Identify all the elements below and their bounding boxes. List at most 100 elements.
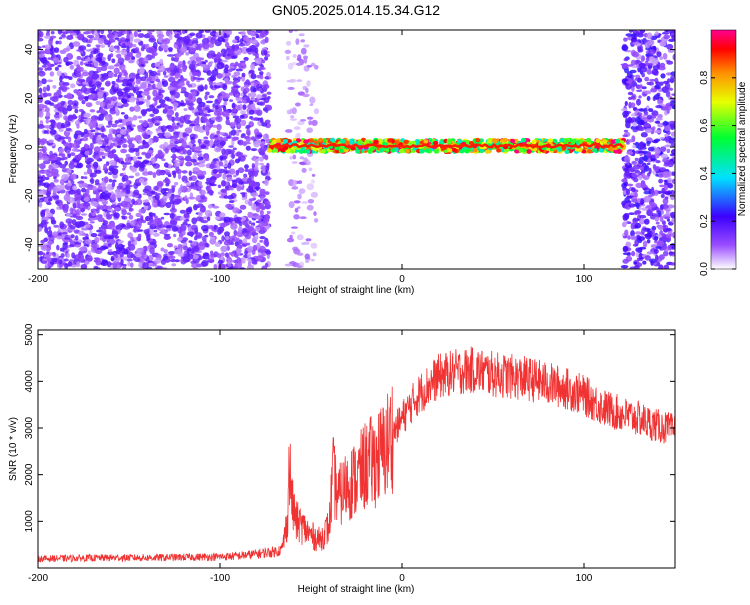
heatmap-cell xyxy=(311,259,315,261)
heatmap-cell xyxy=(102,61,106,65)
spectrogram-x-label: Height of straight line (km) xyxy=(298,285,415,296)
heatmap-cell xyxy=(665,104,670,108)
colorbar-tick-label: 0.0 xyxy=(699,262,710,276)
heatmap-cell xyxy=(55,112,59,115)
heatmap-cell xyxy=(663,53,668,60)
heatmap-cell xyxy=(238,226,243,233)
spectrogram-y-tick-label: 20 xyxy=(24,92,35,104)
heatmap-cell xyxy=(289,28,293,33)
heatmap-cell xyxy=(645,128,653,133)
heatmap-cell xyxy=(653,65,660,70)
heatmap-cell xyxy=(661,244,667,250)
heatmap-cell xyxy=(70,83,75,88)
heatmap-cell xyxy=(61,34,66,38)
heatmap-cell xyxy=(503,138,508,142)
heatmap-cell xyxy=(174,249,181,254)
heatmap-cell xyxy=(265,108,268,113)
heatmap-cell xyxy=(36,38,43,42)
heatmap-cell xyxy=(172,73,175,76)
heatmap-cell xyxy=(312,120,318,126)
heatmap-cell xyxy=(92,186,97,191)
heatmap-cell xyxy=(655,254,658,261)
heatmap-cell xyxy=(242,193,246,198)
heatmap-cell xyxy=(190,96,193,100)
heatmap-cell xyxy=(286,41,291,46)
heatmap-cell xyxy=(303,139,308,143)
heatmap-cell xyxy=(50,36,56,39)
heatmap-cell xyxy=(210,134,215,140)
heatmap-cell xyxy=(94,133,101,136)
heatmap-cell xyxy=(632,51,639,57)
heatmap-cell xyxy=(202,43,209,49)
heatmap-cell xyxy=(294,126,301,130)
heatmap-cell xyxy=(62,232,68,234)
heatmap-cell xyxy=(67,183,72,187)
heatmap-cell xyxy=(57,107,64,112)
heatmap-cell xyxy=(267,148,272,152)
heatmap-cell xyxy=(224,68,229,74)
heatmap-cell xyxy=(625,118,628,124)
heatmap-cell xyxy=(637,112,643,115)
heatmap-cell xyxy=(44,125,51,129)
heatmap-cell xyxy=(637,47,641,53)
heatmap-cell xyxy=(71,174,77,180)
heatmap-cell xyxy=(142,140,146,145)
heatmap-cell xyxy=(242,73,246,78)
heatmap-cell xyxy=(420,149,425,153)
heatmap-cell xyxy=(85,239,93,244)
heatmap-cell xyxy=(139,162,145,168)
heatmap-cell xyxy=(81,265,85,270)
heatmap-cell xyxy=(56,245,59,251)
heatmap-cell xyxy=(42,245,48,248)
heatmap-cell xyxy=(447,140,452,144)
heatmap-cell xyxy=(148,70,152,74)
heatmap-cell xyxy=(156,82,162,89)
heatmap-cell xyxy=(66,93,72,100)
heatmap-cell xyxy=(663,198,669,205)
heatmap-cell xyxy=(264,76,269,79)
heatmap-cell xyxy=(210,237,215,240)
heatmap-cell xyxy=(204,114,211,117)
heatmap-cell xyxy=(189,33,195,37)
heatmap-cell xyxy=(666,61,673,65)
heatmap-cell xyxy=(624,58,629,61)
heatmap-cell xyxy=(186,100,189,103)
heatmap-cell xyxy=(621,108,628,111)
heatmap-cell xyxy=(42,261,47,264)
heatmap-cell xyxy=(178,244,182,248)
heatmap-cell xyxy=(250,212,253,218)
heatmap-cell xyxy=(52,97,59,102)
heatmap-cell xyxy=(251,192,258,197)
heatmap-cell xyxy=(305,88,309,93)
heatmap-cell xyxy=(100,193,104,199)
heatmap-cell xyxy=(116,54,122,58)
heatmap-cell xyxy=(144,56,148,63)
heatmap-cell xyxy=(38,71,45,77)
heatmap-cell xyxy=(621,265,629,268)
heatmap-cell xyxy=(128,244,135,251)
spectrogram-x-tick-label: 0 xyxy=(399,274,405,285)
heatmap-cell xyxy=(185,52,189,56)
heatmap-cell xyxy=(95,259,101,266)
heatmap-cell xyxy=(457,139,462,143)
heatmap-cell xyxy=(425,148,430,152)
heatmap-cell xyxy=(251,148,257,151)
heatmap-cell xyxy=(142,144,149,148)
heatmap-cell xyxy=(93,245,97,251)
heatmap-cell xyxy=(668,29,675,34)
heatmap-cell xyxy=(64,237,71,240)
heatmap-cell xyxy=(661,154,668,159)
heatmap-cell xyxy=(232,39,238,43)
heatmap-cell xyxy=(196,186,202,192)
heatmap-cell xyxy=(158,228,166,231)
heatmap-cell xyxy=(251,39,258,44)
heatmap-cell xyxy=(564,138,569,142)
heatmap-cell xyxy=(267,211,271,214)
heatmap-cell xyxy=(434,149,439,153)
heatmap-cell xyxy=(292,161,298,164)
heatmap-cell xyxy=(215,31,223,37)
heatmap-cell xyxy=(133,156,138,162)
heatmap-cell xyxy=(122,43,126,48)
heatmap-cell xyxy=(174,141,179,144)
heatmap-cell xyxy=(665,217,671,220)
